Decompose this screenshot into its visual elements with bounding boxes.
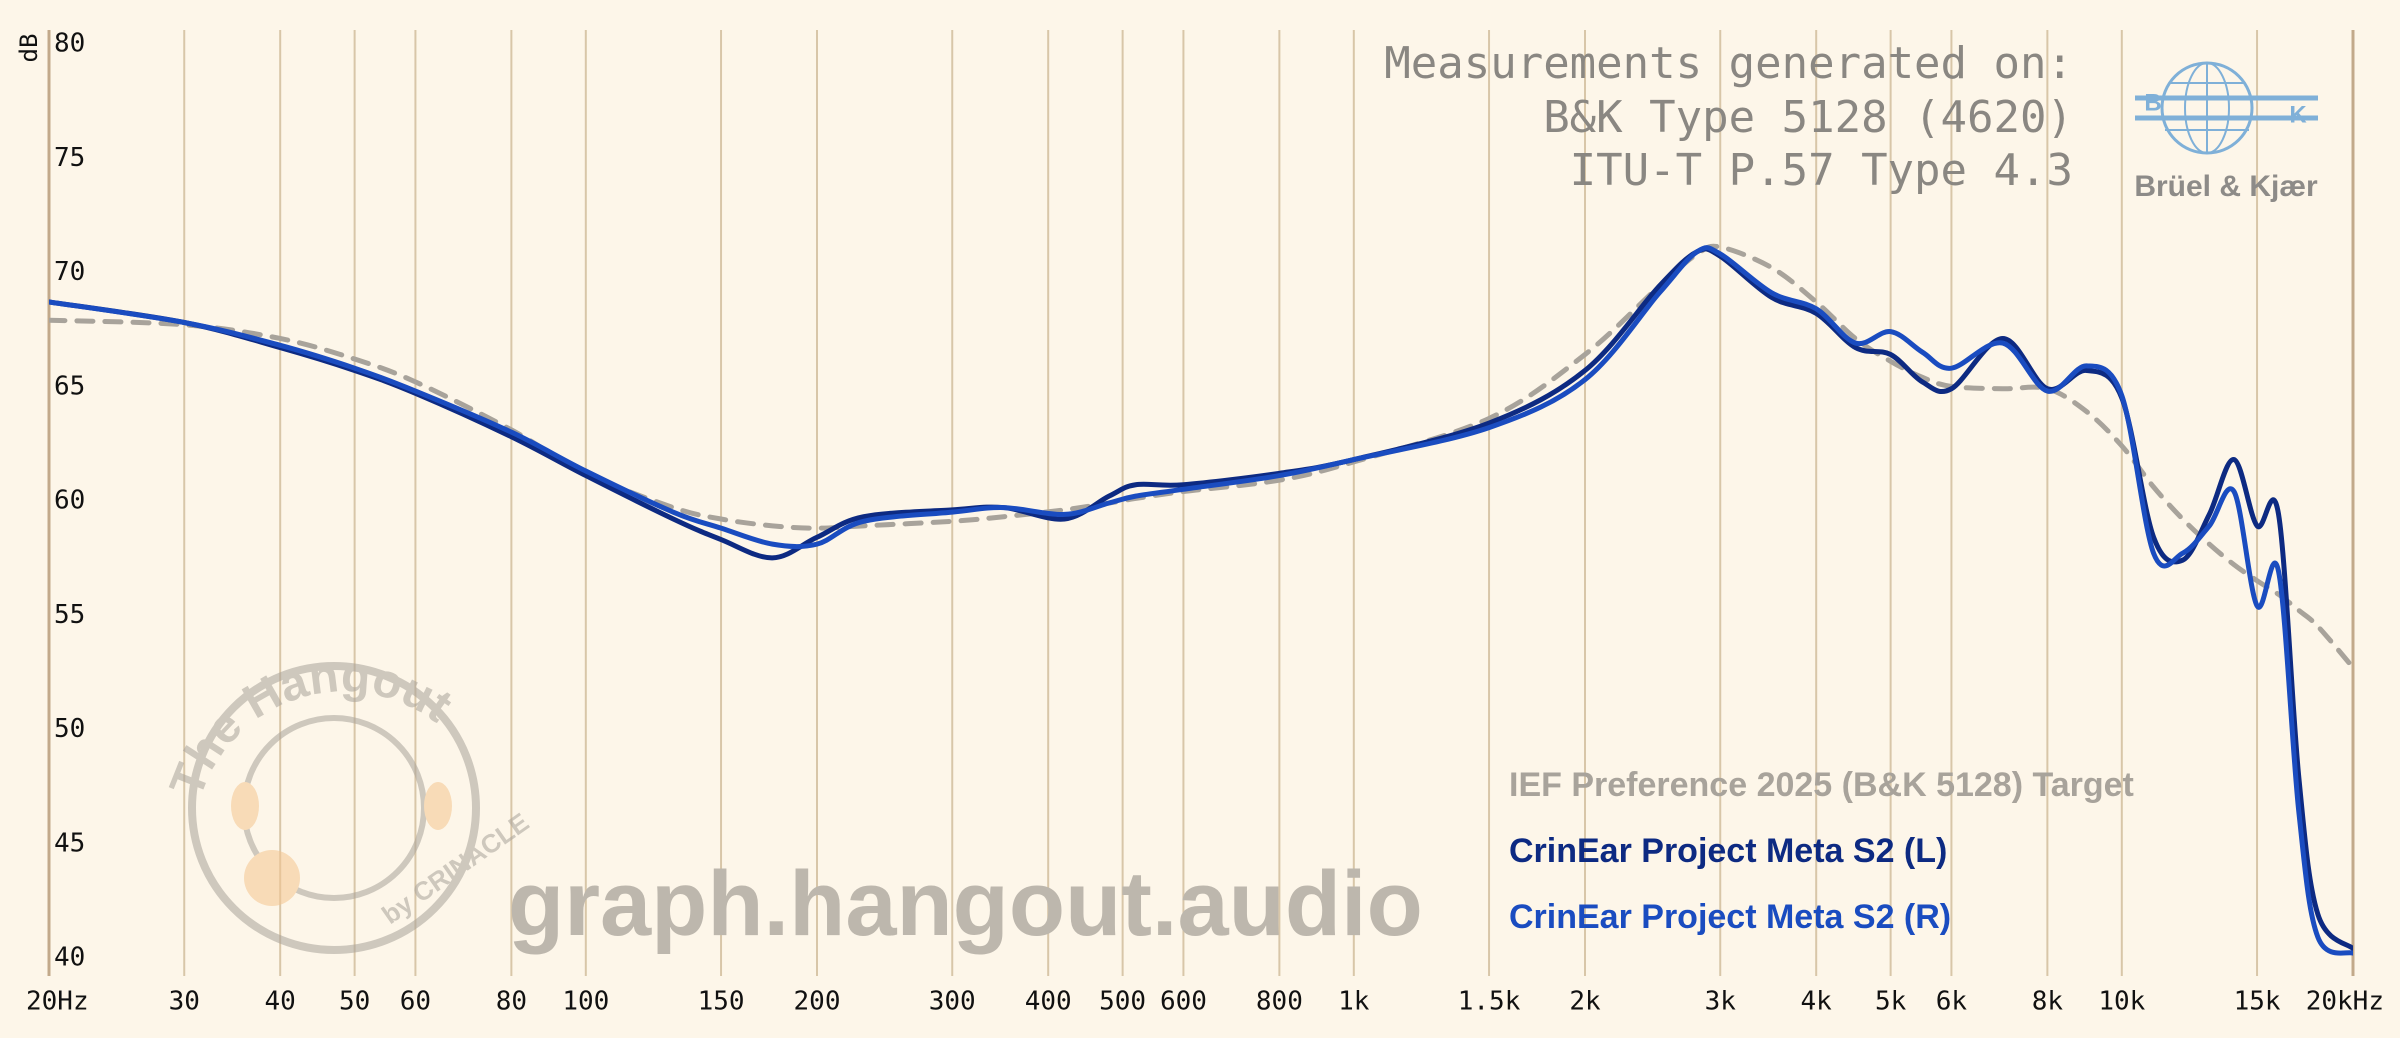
x-tick-label: 60 bbox=[400, 987, 431, 1017]
y-tick-label: 65 bbox=[54, 371, 85, 401]
y-axis-label: dB bbox=[15, 34, 43, 63]
y-tick-label: 75 bbox=[54, 143, 85, 173]
logo-text: Brüel & Kjær bbox=[2134, 170, 2318, 203]
x-tick-label: 10k bbox=[2098, 987, 2145, 1017]
x-tick-label: 500 bbox=[1099, 987, 1146, 1017]
logo-mic bbox=[244, 850, 300, 906]
title-line: B&K Type 5128 (4620) bbox=[1543, 92, 2073, 143]
legend-entry: IEF Preference 2025 (B&K 5128) Target bbox=[1509, 766, 2134, 804]
y-tick-label: 45 bbox=[54, 828, 85, 858]
legend: IEF Preference 2025 (B&K 5128) Target Cri… bbox=[1509, 766, 2134, 936]
x-tick-label: 100 bbox=[562, 987, 609, 1017]
x-tick-label: 8k bbox=[2032, 987, 2064, 1017]
x-tick-label: 3k bbox=[1705, 987, 1737, 1017]
series-line bbox=[49, 245, 2353, 956]
x-tick-label: 20Hz bbox=[26, 987, 89, 1017]
x-tick-label: 30 bbox=[169, 987, 200, 1017]
y-tick-label: 70 bbox=[54, 257, 85, 287]
legend-entry: CrinEar Project Meta S2 (L) bbox=[1509, 832, 1947, 870]
series-line bbox=[49, 246, 2353, 952]
logo-ear bbox=[424, 782, 452, 830]
x-tick-label: 40 bbox=[265, 987, 296, 1017]
x-tick-label: 1k bbox=[1338, 987, 1370, 1017]
x-tick-label: 800 bbox=[1256, 987, 1303, 1017]
x-tick-label: 600 bbox=[1160, 987, 1207, 1017]
y-tick-label: 40 bbox=[54, 943, 85, 973]
watermark: graph.hangout.audio bbox=[508, 853, 1423, 955]
y-tick-label: 50 bbox=[54, 714, 85, 744]
y-tick-label: 55 bbox=[54, 600, 85, 630]
x-tick-label: 4k bbox=[1801, 987, 1833, 1017]
x-tick-label: 150 bbox=[698, 987, 745, 1017]
logo-letter: K bbox=[2289, 101, 2307, 128]
x-tick-label: 2k bbox=[1569, 987, 1601, 1017]
plot-lines bbox=[49, 243, 2353, 956]
title-line: Measurements generated on: bbox=[1384, 38, 2073, 89]
legend-entry: CrinEar Project Meta S2 (R) bbox=[1509, 898, 1951, 936]
y-tick-label: 80 bbox=[54, 29, 85, 59]
x-tick-label: 20kHz bbox=[2306, 987, 2384, 1017]
x-tick-label: 50 bbox=[339, 987, 370, 1017]
logo-ring bbox=[188, 662, 480, 954]
x-tick-label: 80 bbox=[496, 987, 527, 1017]
x-tick-label: 1.5k bbox=[1458, 987, 1521, 1017]
x-tick-label: 6k bbox=[1936, 987, 1968, 1017]
x-tick-label: 200 bbox=[794, 987, 841, 1017]
x-tick-label: 15k bbox=[2234, 987, 2281, 1017]
logo-ear bbox=[231, 782, 259, 830]
title-line: ITU-T P.57 Type 4.3 bbox=[1570, 145, 2073, 196]
logo-letter: B bbox=[2144, 89, 2161, 116]
ticks: 40 45 50 55 60 65 70 75 80 20Hz 30 40 50 60 80 100 150 20… bbox=[26, 29, 2384, 1017]
x-tick-label: 300 bbox=[929, 987, 976, 1017]
x-tick-label: 400 bbox=[1025, 987, 1072, 1017]
y-tick-label: 60 bbox=[54, 486, 85, 516]
grid bbox=[47, 30, 2355, 976]
bk-logo: B K Brüel & Kjær bbox=[2134, 61, 2318, 203]
x-tick-label: 5k bbox=[1875, 987, 1907, 1017]
